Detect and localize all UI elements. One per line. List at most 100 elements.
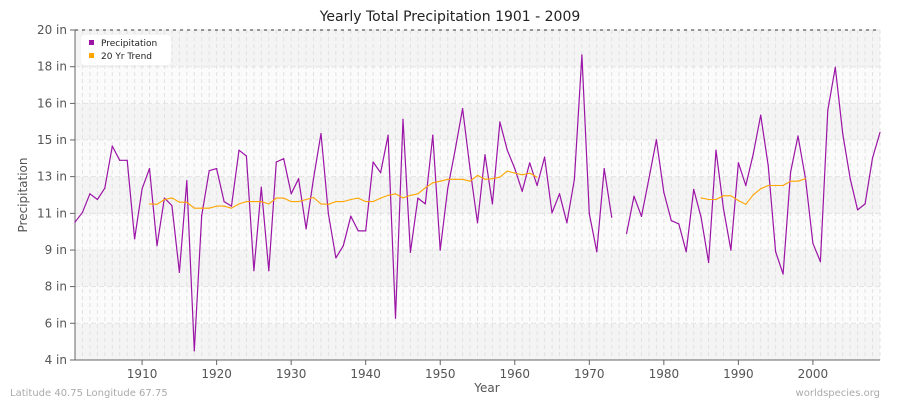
precipitation-point: [171, 204, 173, 207]
trend-point: [454, 178, 456, 180]
precipitation-point: [245, 155, 248, 157]
precipitation-point: [476, 222, 479, 224]
vertical-gridlines: [74, 30, 881, 360]
trend-point: [760, 188, 762, 190]
precipitation-point: [447, 188, 449, 190]
precipitation-point: [715, 149, 717, 151]
precipitation-point: [372, 161, 374, 163]
trend-point: [804, 178, 807, 180]
precipitation-point: [432, 134, 434, 136]
trend-point: [350, 198, 352, 201]
trend-point: [260, 201, 262, 203]
precipitation-point: [156, 245, 158, 247]
precipitation-point: [424, 203, 426, 205]
trend-point: [253, 201, 255, 203]
trend-point: [305, 198, 307, 201]
trend-point: [163, 198, 166, 201]
precipitation-point: [611, 216, 613, 218]
trend-point: [491, 178, 494, 180]
precipitation-point: [551, 212, 553, 214]
trend-point: [789, 180, 792, 182]
precipitation-point: [857, 209, 859, 211]
x-tick-label: 1920: [201, 367, 232, 381]
precipitation-point: [402, 118, 404, 120]
precipitation-point: [678, 223, 680, 225]
precipitation-point: [327, 213, 330, 215]
precipitation-point: [119, 159, 121, 161]
x-tick-label: 1950: [425, 367, 456, 381]
trend-point: [797, 180, 799, 182]
precipitation-point: [178, 271, 180, 273]
precipitation-point: [603, 168, 605, 170]
trend-point: [476, 174, 479, 177]
y-tick-label: 4 in: [45, 353, 67, 367]
trend-point: [156, 203, 158, 205]
precipitation-point: [730, 249, 732, 251]
precipitation-point: [864, 203, 866, 205]
y-tick-label: 13 in: [37, 170, 67, 184]
precipitation-point: [506, 149, 508, 151]
precipitation-point: [529, 162, 531, 164]
trend-point: [208, 207, 210, 209]
x-tick-label: 1930: [276, 367, 307, 381]
trend-point: [529, 172, 531, 174]
trend-point: [290, 201, 292, 203]
precipitation-point: [298, 178, 300, 180]
precipitation-point: [663, 191, 665, 193]
trend-point: [767, 184, 769, 187]
precipitation-point: [842, 132, 844, 135]
x-tick-label: 1980: [649, 367, 680, 381]
precipitation-point: [96, 198, 98, 201]
precipitation-point: [581, 54, 583, 56]
precipitation-point: [238, 149, 240, 151]
precipitation-point: [163, 197, 166, 199]
precipitation-point: [312, 178, 315, 180]
footer-location: Latitude 40.75 Longitude 67.75: [10, 388, 168, 399]
precipitation-point: [879, 131, 881, 134]
y-tick-label: 8 in: [45, 280, 67, 294]
precipitation-point: [536, 184, 538, 187]
trend-point: [320, 203, 322, 205]
precipitation-point: [260, 186, 262, 188]
trend-point: [707, 198, 710, 201]
legend: Precipitation 20 Yr Trend: [81, 35, 171, 65]
trend-point: [238, 203, 240, 205]
x-tick-label: 2000: [798, 367, 829, 381]
trend-point: [722, 195, 725, 197]
y-tick-label: 15 in: [37, 133, 67, 147]
precipitation-point: [640, 215, 643, 218]
trend-point: [737, 199, 739, 202]
trend-point: [201, 207, 203, 209]
precipitation-point: [186, 180, 188, 182]
precipitation-point: [693, 188, 695, 191]
trend-point: [312, 196, 315, 199]
precipitation-point: [588, 213, 590, 215]
precipitation-point: [499, 121, 501, 123]
precipitation-point: [387, 134, 389, 136]
x-tick-label: 1970: [574, 367, 605, 381]
precipitation-point: [812, 242, 814, 244]
precipitation-point: [380, 172, 382, 174]
precipitation-point: [335, 257, 337, 259]
precipitation-point: [700, 216, 702, 218]
trend-point: [357, 197, 359, 199]
precipitation-point: [305, 228, 307, 230]
y-axis-ticks: 4 in 6 in 8 in 9 in 11 in 13 in 15 in 16 in 18 i…: [37, 23, 75, 367]
trend-point: [447, 178, 449, 180]
y-tick-label: 6 in: [45, 316, 67, 330]
trend-point: [186, 201, 188, 203]
precipitation-point: [201, 215, 203, 217]
trend-point: [514, 172, 516, 174]
trend-point: [148, 203, 151, 205]
trend-point: [700, 197, 702, 199]
precipitation-point: [74, 221, 76, 223]
x-tick-label: 1960: [499, 367, 530, 381]
legend-swatch-precipitation: [89, 40, 94, 45]
precipitation-point: [849, 178, 851, 180]
precipitation-point: [491, 203, 494, 205]
precipitation-point: [208, 170, 210, 172]
trend-point: [521, 174, 523, 176]
precipitation-point: [104, 187, 106, 189]
precipitation-point: [655, 139, 657, 141]
